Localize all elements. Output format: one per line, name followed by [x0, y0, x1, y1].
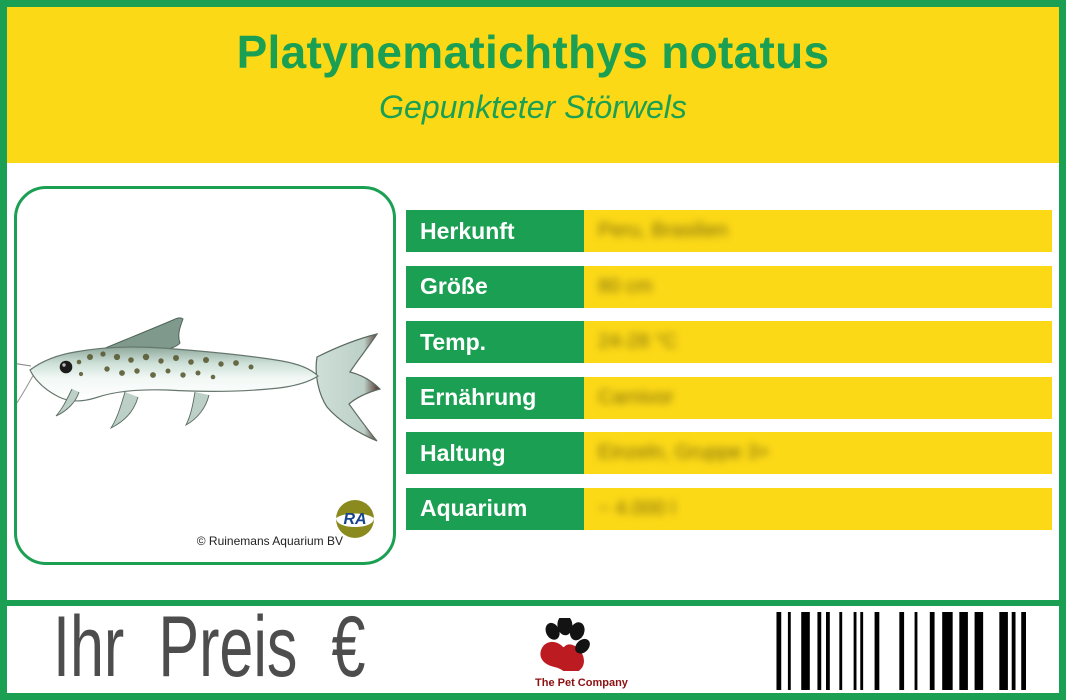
svg-text:RA: RA — [343, 511, 366, 528]
